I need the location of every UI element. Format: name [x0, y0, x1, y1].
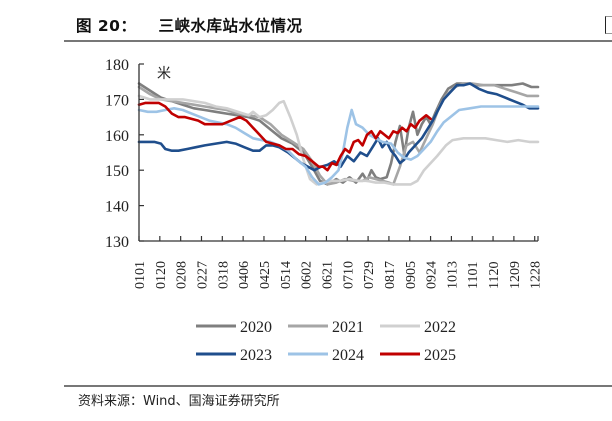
source-divider	[64, 385, 612, 387]
y-tick-label: 140	[105, 199, 129, 216]
legend-label: 2025	[424, 347, 456, 364]
x-tick-label: 0710	[341, 261, 356, 289]
source-note: 资料来源：Wind、国海证券研究所	[78, 394, 280, 409]
series-layer	[137, 82, 540, 186]
y-tick-label: 180	[105, 57, 129, 74]
legend-label: 2023	[240, 347, 272, 364]
figure-title: 图 20： 三峡水库站水位情况	[76, 14, 302, 36]
axes-layer: 130 140 150 160 170 180 0101 0120 0208 0227 0318 04…	[105, 57, 544, 289]
y-tick-label: 170	[105, 92, 129, 109]
x-tick-label: 0208	[175, 261, 190, 289]
x-tick-label: 0621	[320, 261, 335, 289]
series-line-2023	[137, 82, 540, 172]
legend-item-2025: 2025	[380, 347, 456, 364]
legend-item-2022: 2022	[380, 319, 456, 336]
x-tick-label: 1013	[445, 261, 460, 289]
legend-item-2021: 2021	[288, 319, 364, 336]
y-unit-label: 米	[157, 66, 171, 82]
series-line-2025	[137, 101, 432, 172]
y-tick-label: 150	[105, 163, 129, 180]
series-line-2020	[137, 82, 540, 186]
page-edge-mark	[605, 16, 612, 34]
x-tick-label: 0729	[362, 261, 377, 289]
y-tick-label: 160	[105, 128, 129, 145]
x-tick-label: 1101	[466, 262, 481, 289]
x-tick-label: 1209	[508, 261, 523, 289]
x-tick-label: 0817	[383, 261, 398, 289]
x-tick-label: 1228	[529, 261, 544, 289]
x-tick-label: 0227	[195, 261, 210, 289]
legend-item-2024: 2024	[288, 347, 364, 364]
x-tick-label: 1120	[487, 262, 502, 289]
y-tick-label: 130	[105, 234, 129, 251]
x-tick-label: 0101	[133, 261, 148, 289]
legend-item-2023: 2023	[196, 347, 272, 364]
x-tick-label: 0602	[300, 261, 315, 289]
x-tick-label: 0924	[425, 261, 440, 289]
title-divider	[64, 40, 612, 42]
figure-title-text: 三峡水库站水位情况	[158, 17, 303, 35]
x-tick-label: 0406	[237, 261, 252, 289]
legend-label: 2024	[332, 347, 364, 364]
x-tick-label: 0905	[404, 261, 419, 289]
x-tick-label: 0514	[279, 261, 294, 289]
x-tick-label: 0318	[216, 261, 231, 289]
legend: 2020 2021 2022 2023 2024 2025	[196, 319, 456, 364]
legend-label: 2022	[424, 319, 456, 336]
series-line-2022	[137, 94, 540, 186]
x-tick-label: 0120	[154, 261, 169, 289]
legend-label: 2021	[332, 319, 364, 336]
legend-label: 2020	[240, 319, 272, 336]
legend-item-2020: 2020	[196, 319, 272, 336]
figure-number: 图 20：	[76, 17, 137, 35]
x-tick-label: 0425	[258, 261, 273, 289]
